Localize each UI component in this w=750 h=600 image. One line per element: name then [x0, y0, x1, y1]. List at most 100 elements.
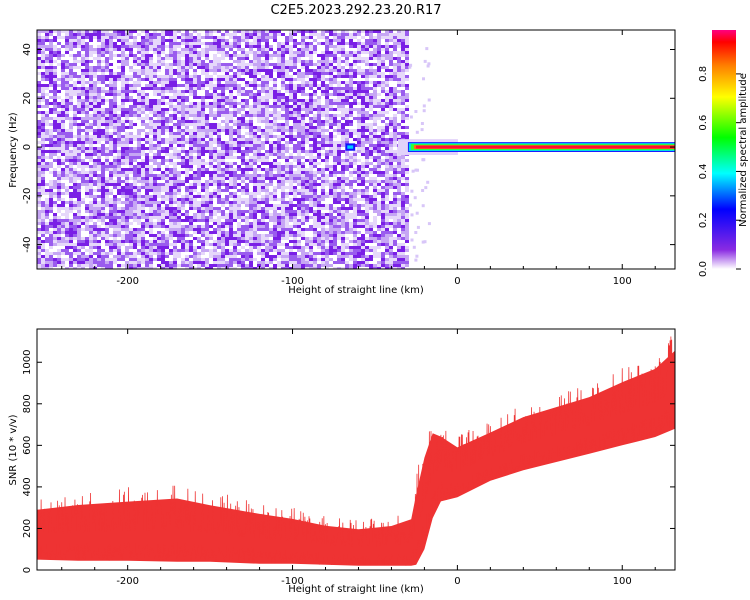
spectrogram-cell	[89, 147, 93, 150]
spectrogram-cell	[289, 204, 293, 207]
spectrogram-cell	[201, 105, 205, 108]
spectrogram-cell	[313, 144, 317, 147]
spectrogram-cell	[149, 156, 153, 159]
spectrogram-cell	[65, 201, 69, 204]
spectrogram-cell	[269, 123, 273, 126]
spectrogram-cell	[261, 30, 265, 33]
spectrogram-cell	[289, 168, 293, 171]
spectrogram-cell	[93, 237, 97, 240]
spectrogram-cell	[105, 108, 109, 111]
spectrogram-cell	[125, 252, 129, 255]
spectrogram-cell	[157, 210, 161, 213]
spectrogram-cell	[313, 93, 317, 96]
spectrogram-cell	[73, 54, 77, 57]
spectrogram-cell	[173, 90, 177, 93]
spectrogram-cell	[233, 156, 237, 159]
spectrogram-cell	[165, 72, 169, 75]
spectrogram-cell	[317, 153, 321, 156]
spectrogram-cell	[265, 75, 269, 78]
spectrogram-cell	[249, 231, 253, 234]
spectrogram-cell	[329, 225, 333, 228]
spectrogram-cell	[313, 183, 317, 186]
spectrogram-cell	[285, 168, 289, 171]
spectrogram-cell	[169, 114, 173, 117]
spectrogram-cell	[193, 105, 197, 108]
spectrogram-cell	[269, 162, 273, 165]
spectrogram-cell	[65, 249, 69, 252]
spectrogram-cell	[97, 69, 101, 72]
spectrogram-cell	[297, 258, 301, 261]
spectrogram-cell	[113, 114, 117, 117]
spectrogram-cell	[133, 156, 137, 159]
spectrogram-cell	[81, 183, 85, 186]
spectrogram-cell	[301, 246, 305, 249]
spectrogram-cell	[229, 243, 233, 246]
spectrogram-cell	[337, 147, 341, 150]
spectrogram-cell	[213, 189, 217, 192]
spectrogram-cell	[133, 87, 137, 90]
spectrogram-cell	[133, 30, 137, 33]
spectrogram-cell	[253, 126, 257, 129]
spectrogram-cell	[101, 219, 105, 222]
spectrogram-cell	[201, 153, 205, 156]
spectrogram-cell	[189, 54, 193, 57]
spectrogram-cell	[213, 87, 217, 90]
spectrogram-cell	[237, 138, 241, 141]
spectrogram-cell	[145, 192, 149, 195]
spectrogram-cell	[325, 102, 329, 105]
spectrogram-cell	[193, 54, 197, 57]
spectrogram-cell	[257, 267, 261, 269]
spectrogram-cell	[197, 150, 201, 153]
spectrogram-cell	[57, 126, 61, 129]
spectrogram-cell	[97, 117, 101, 120]
spectrogram-cell	[197, 60, 201, 63]
spectrogram-cell	[69, 90, 73, 93]
spectrogram-cell	[241, 177, 245, 180]
spectrogram-cell	[337, 228, 341, 231]
spectrogram-cell	[129, 231, 133, 234]
spectrogram-cell	[109, 267, 113, 269]
spectrogram-cell	[157, 150, 161, 153]
spectrogram-cell	[269, 177, 273, 180]
spectrogram-cell	[85, 192, 89, 195]
spectrogram-cell	[257, 108, 261, 111]
spectrogram-cell	[261, 63, 265, 66]
spectrogram-cell	[173, 231, 177, 234]
spectrogram-cell	[201, 99, 205, 102]
spectrogram-cell	[257, 186, 261, 189]
spectrogram-cell	[89, 129, 93, 132]
spectrogram-cell	[305, 42, 309, 45]
spectrogram-cell	[325, 48, 329, 51]
spectrogram-cell	[333, 198, 337, 201]
spectrogram-cell	[321, 120, 325, 123]
spectrogram-cell	[245, 192, 249, 195]
spectrogram-cell	[89, 141, 93, 144]
spectrogram-cell	[329, 135, 333, 138]
spectrogram-cell	[333, 222, 337, 225]
spectrogram-cell	[193, 81, 197, 84]
spectrogram-cell	[165, 84, 169, 87]
spectrogram-cell	[61, 141, 65, 144]
spectrogram-cell	[285, 207, 289, 210]
spectrogram-cell	[269, 219, 273, 222]
spectrogram-cell	[69, 105, 73, 108]
spectrogram-cell	[277, 30, 281, 33]
spectrogram-cell	[57, 159, 61, 162]
spectrogram-cell	[337, 57, 341, 60]
spectrogram-cell	[293, 198, 297, 201]
spectrogram-cell	[253, 231, 257, 234]
spectrogram-cell	[325, 108, 329, 111]
spectrogram-cell	[97, 132, 101, 135]
spectrogram-cell	[269, 165, 273, 168]
spectrogram-cell	[229, 165, 233, 168]
spectrogram-cell	[133, 183, 137, 186]
spectrogram-cell	[213, 231, 217, 234]
spectrogram-cell	[153, 72, 157, 75]
spectrogram-cell	[69, 201, 73, 204]
spectrogram-cell	[173, 63, 177, 66]
spectrogram-cell	[49, 111, 53, 114]
spectrogram-cell	[93, 210, 97, 213]
spectrogram-cell	[161, 213, 165, 216]
spectrogram-cell	[197, 36, 201, 39]
spectrogram-cell	[245, 171, 249, 174]
